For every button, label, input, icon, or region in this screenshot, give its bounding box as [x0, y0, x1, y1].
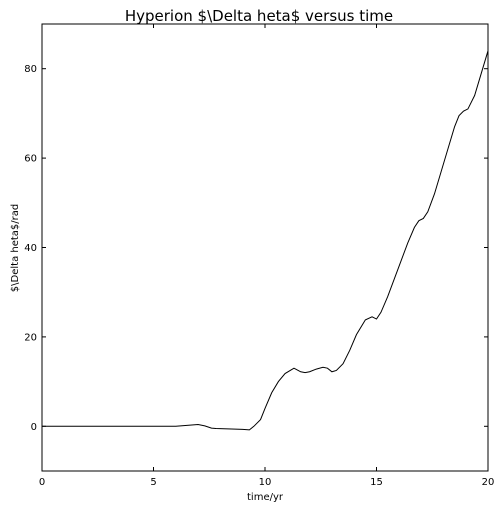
y-tick-label: 20 — [24, 332, 37, 343]
plot-frame — [41, 23, 489, 472]
x-tick-label: 15 — [370, 477, 383, 488]
x-tick-label: 20 — [482, 477, 495, 488]
axis-tick-labels: 0 5 10 15 20 0 20 40 60 80 — [24, 64, 494, 488]
y-axis-label: $\Delta heta$/rad — [10, 204, 21, 292]
axis-ticks — [41, 24, 489, 471]
y-tick-label: 80 — [24, 64, 37, 75]
y-tick-label: 40 — [24, 243, 37, 254]
x-axis-label: time/yr — [247, 492, 284, 503]
y-tick-label: 60 — [24, 154, 37, 165]
x-tick-label: 0 — [39, 477, 45, 488]
y-tick-label: 0 — [31, 422, 37, 433]
chart-title: Hyperion $\Delta heta$ versus time — [125, 7, 393, 25]
x-tick-label: 5 — [150, 477, 156, 488]
x-tick-label: 10 — [259, 477, 272, 488]
series-line — [42, 50, 489, 431]
